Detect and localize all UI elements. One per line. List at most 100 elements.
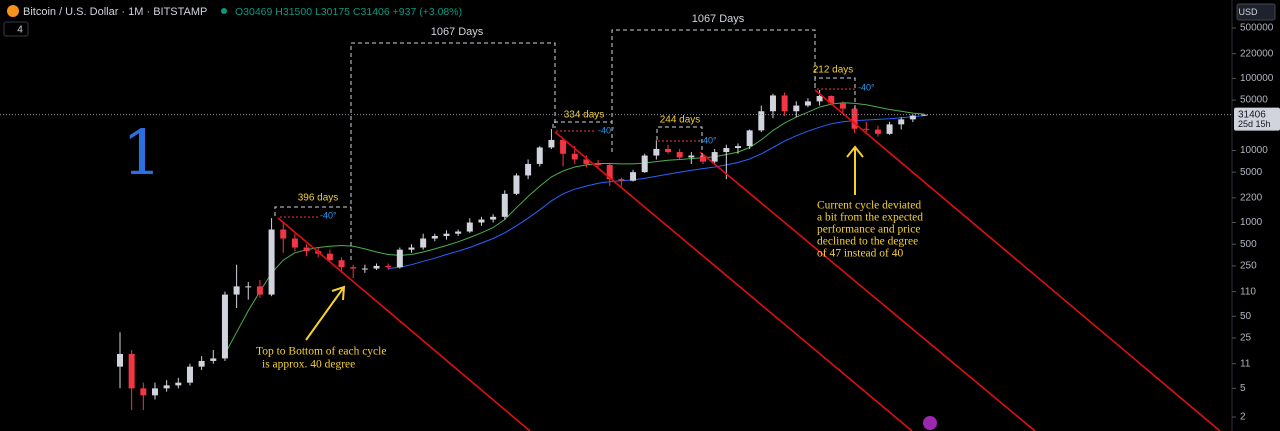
- candle-body: [256, 286, 263, 295]
- candle-body: [793, 105, 800, 112]
- angle-label: -40°: [598, 125, 615, 135]
- y-tick-label: 1000: [1240, 217, 1263, 228]
- candle-body: [571, 153, 578, 160]
- candle-body: [128, 353, 135, 389]
- currency-label[interactable]: USD: [1238, 7, 1258, 17]
- candle-body: [804, 101, 811, 106]
- y-tick-label: 220000: [1240, 48, 1274, 59]
- candle-body: [186, 366, 193, 383]
- marker-label: 1: [122, 116, 161, 189]
- candle-body: [268, 229, 275, 295]
- note-line: of 47 instead of 40: [817, 248, 903, 260]
- grid-layer: [1232, 27, 1236, 418]
- candle-body: [233, 286, 240, 295]
- y-tick-label: 50: [1240, 311, 1252, 322]
- candle-body: [501, 193, 508, 217]
- trend-line: [554, 131, 913, 431]
- candle-body: [700, 155, 706, 162]
- candle-body: [280, 229, 287, 239]
- candle-body: [898, 119, 905, 125]
- candle-body: [665, 148, 672, 153]
- note-line: Top to Bottom of each cycle: [256, 346, 386, 358]
- y-tick-label: 500000: [1240, 23, 1274, 34]
- candle-body: [711, 152, 718, 162]
- span-label: 1067 Days: [431, 26, 484, 38]
- candle-body: [117, 353, 123, 367]
- candle-body: [886, 124, 893, 134]
- trend-line: [699, 151, 1036, 431]
- y-tick-label: 5: [1240, 383, 1246, 394]
- candle-body: [851, 108, 858, 129]
- candle-body: [140, 388, 147, 396]
- candle-body: [723, 148, 730, 153]
- candle-body: [734, 146, 741, 149]
- moving-average: [224, 102, 925, 355]
- ohlc-text: O30469 H31500 L30175 C31406 +937 (+3.08%…: [235, 6, 462, 18]
- y-tick-label: 10000: [1240, 145, 1268, 156]
- candle-body: [245, 286, 252, 288]
- cycle-label: 396 days: [298, 193, 339, 204]
- candle-body: [478, 219, 485, 223]
- cycle-box: [274, 206, 351, 216]
- indicator-toggle[interactable]: [3, 21, 29, 37]
- candle-body: [431, 236, 438, 239]
- y-tick-label: 110: [1240, 286, 1256, 297]
- cycle-box: [552, 121, 612, 128]
- span-box: [350, 42, 556, 260]
- trend-lines: [277, 89, 1221, 431]
- candle-body: [536, 147, 543, 164]
- trend-line: [814, 89, 1221, 431]
- candle-body: [758, 111, 765, 131]
- candle-body: [326, 253, 333, 261]
- candle-body: [198, 360, 205, 367]
- ma-layer: [224, 102, 925, 355]
- countdown-label: 25d 15h: [1238, 119, 1271, 129]
- candle-body: [583, 159, 590, 164]
- indicator-count[interactable]: 4: [17, 25, 23, 36]
- candle-body: [548, 139, 555, 148]
- symbol-title[interactable]: Bitcoin / U.S. Dollar · 1M · BITSTAMP: [23, 6, 207, 18]
- y-tick-label: 250: [1240, 261, 1257, 272]
- note-line: declined to the degree: [817, 236, 918, 248]
- price-tag: [1234, 107, 1280, 131]
- currency-button[interactable]: [1236, 3, 1276, 21]
- candle-body: [595, 163, 602, 165]
- arrow: [305, 285, 346, 341]
- candle-body: [163, 385, 170, 389]
- candle-body: [361, 268, 368, 270]
- y-tick-label: 2200: [1240, 192, 1263, 203]
- note-line: performance and price: [817, 224, 920, 236]
- candle-body: [816, 95, 823, 102]
- candle-body: [303, 247, 310, 252]
- event-icon[interactable]: [923, 416, 937, 430]
- candle-body: [641, 155, 648, 173]
- cycle-label: 244 days: [660, 115, 701, 126]
- y-tick-label: 50000: [1240, 95, 1268, 106]
- candle-body: [746, 130, 753, 147]
- candle-body: [688, 155, 695, 158]
- y-tick-label: 2: [1240, 412, 1246, 423]
- candle-body: [781, 95, 788, 112]
- candle-body: [513, 175, 520, 194]
- y-tick-label: 5000: [1240, 167, 1263, 178]
- cycle-box: [814, 77, 856, 110]
- angle-label: -40°: [320, 210, 337, 220]
- cycle-box: [656, 126, 703, 160]
- candle-body: [490, 216, 497, 220]
- candle-body: [618, 179, 625, 181]
- note-line: a bit from the expected: [817, 212, 923, 224]
- candle-body: [373, 265, 380, 269]
- arrows: [305, 145, 864, 341]
- candle-body: [769, 95, 776, 112]
- candle-body: [828, 95, 835, 104]
- angle-label: -40°: [700, 135, 717, 145]
- candle-body: [221, 294, 228, 359]
- cycle-label: 334 days: [564, 110, 605, 121]
- span-label: 1067 Days: [692, 13, 745, 25]
- candle-body: [874, 129, 881, 134]
- candle-body: [455, 231, 462, 234]
- candle-body: [909, 115, 916, 120]
- candle-layer: [117, 90, 928, 411]
